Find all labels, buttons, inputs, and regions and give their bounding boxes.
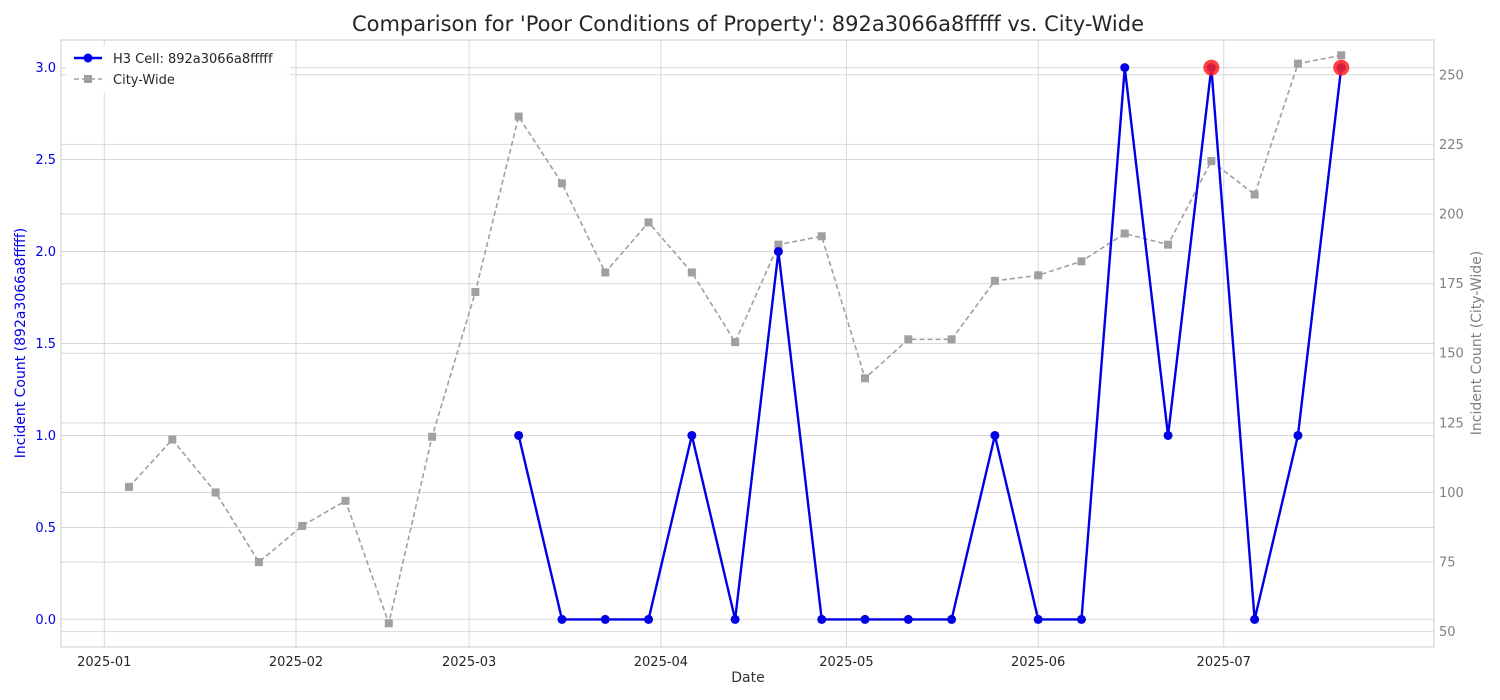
legend-h3-label: H3 Cell: 892a3066a8fffff	[113, 52, 273, 67]
legend-citywide-label: City-Wide	[113, 73, 175, 88]
legend-box	[66, 45, 290, 93]
x-tick-label: 2025-01	[77, 655, 131, 670]
h3-point	[514, 430, 524, 440]
h3-point	[773, 247, 783, 257]
y-right-tick-label: 100	[1439, 486, 1464, 501]
citywide-point	[1034, 271, 1043, 280]
citywide-point	[1120, 229, 1129, 238]
citywide-point	[1164, 240, 1173, 249]
h3-point	[687, 430, 697, 440]
h3-point	[600, 614, 610, 624]
citywide-point	[817, 232, 826, 241]
y-right-tick-label: 75	[1439, 556, 1456, 571]
highlight-marker	[1203, 59, 1220, 76]
citywide-point	[514, 112, 523, 121]
citywide-point	[125, 482, 134, 491]
y-right-tick-label: 150	[1439, 347, 1464, 362]
chart-title: Comparison for 'Poor Conditions of Prope…	[352, 12, 1144, 36]
x-tick-label: 2025-04	[634, 655, 688, 670]
y-left-tick-label: 1.5	[35, 337, 56, 352]
citywide-point	[990, 276, 999, 285]
y-right-tick-label: 225	[1439, 138, 1464, 153]
h3-point	[990, 430, 1000, 440]
citywide-point	[471, 287, 480, 296]
citywide-series-line	[128, 54, 1342, 627]
legend: H3 Cell: 892a3066a8fffff City-Wide	[66, 45, 290, 93]
h3-point	[730, 614, 740, 624]
h3-point	[1250, 614, 1260, 624]
y-right-tick-label: 250	[1439, 68, 1464, 83]
citywide-point	[298, 521, 307, 530]
x-tick-label: 2025-03	[442, 655, 496, 670]
h3-point	[1293, 430, 1303, 440]
h3-point	[1033, 614, 1043, 624]
h3-point	[1120, 63, 1130, 73]
h3-point	[860, 614, 870, 624]
h3-point	[557, 614, 567, 624]
y-right-tick-label: 50	[1439, 625, 1456, 640]
citywide-point	[1077, 257, 1086, 266]
citywide-point	[731, 338, 740, 347]
h3-point	[1076, 614, 1086, 624]
legend-h3-marker	[83, 53, 93, 63]
y-right-tick-label: 125	[1439, 416, 1464, 431]
citywide-point	[1293, 59, 1302, 68]
y-left-tick-label: 0.5	[35, 521, 56, 536]
citywide-point	[341, 496, 350, 505]
legend-citywide-marker	[84, 75, 92, 83]
y-right-tick-label: 200	[1439, 208, 1464, 223]
citywide-point	[1207, 157, 1216, 166]
citywide-point	[254, 558, 263, 567]
citywide-point	[384, 619, 393, 628]
y-left-tick-label: 2.5	[35, 153, 56, 168]
citywide-point	[557, 179, 566, 188]
y-left-tick-label: 2.0	[35, 245, 56, 260]
x-tick-label: 2025-06	[1011, 655, 1065, 670]
x-tick-label: 2025-05	[819, 655, 873, 670]
citywide-point	[947, 335, 956, 344]
y-axis-left-title: Incident Count (892a3066a8fffff)	[13, 228, 29, 459]
tick-layer: 2025-01 2025-02 2025-03 2025-04 2025-05 2025-…	[35, 61, 1464, 670]
x-tick-label: 2025-07	[1197, 655, 1251, 670]
citywide-point	[644, 218, 653, 227]
x-tick-label: 2025-02	[269, 655, 323, 670]
h3-point	[947, 614, 957, 624]
x-axis-title: Date	[731, 670, 764, 686]
citywide-point	[211, 488, 220, 497]
citywide-point	[687, 268, 696, 277]
y-left-tick-label: 3.0	[35, 61, 56, 76]
citywide-point	[1337, 51, 1346, 60]
citywide-point	[1250, 190, 1259, 199]
h3-point	[644, 614, 654, 624]
citywide-point	[168, 435, 177, 444]
h3-point	[1163, 430, 1173, 440]
y-left-tick-label: 0.0	[35, 613, 56, 628]
y-right-tick-label: 175	[1439, 277, 1464, 292]
h3-series-line	[517, 66, 1343, 621]
highlight-marker	[1333, 59, 1350, 76]
y-left-tick-label: 1.0	[35, 429, 56, 444]
citywide-point	[601, 268, 610, 277]
y-axis-right-title: Incident Count (City-Wide)	[1469, 251, 1485, 435]
h3-point	[817, 614, 827, 624]
plot-frame	[60, 39, 1435, 648]
citywide-point	[428, 432, 437, 441]
citywide-point	[861, 374, 870, 383]
h3-point	[903, 614, 913, 624]
citywide-point	[904, 335, 913, 344]
citywide-point	[774, 240, 783, 249]
series-layer	[125, 51, 1350, 628]
